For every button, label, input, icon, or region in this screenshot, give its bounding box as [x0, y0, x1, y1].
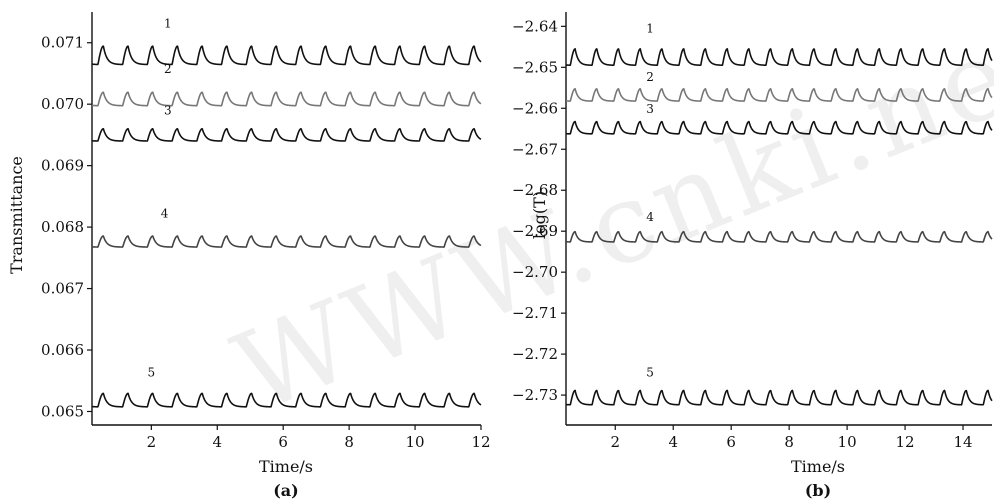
- y-tick-label: 0.068: [41, 218, 84, 236]
- y-tick-label: 0.066: [41, 341, 84, 359]
- x-tick-label: 12: [471, 433, 490, 451]
- x-tick-label: 8: [784, 433, 794, 451]
- x-tick-label: 4: [668, 433, 678, 451]
- series-3-label: 3: [646, 102, 654, 116]
- panel-b-x-axis-title: Time/s: [791, 457, 845, 476]
- y-tick-label: −2.70: [512, 263, 558, 281]
- panel-a-label: (a): [273, 481, 299, 500]
- x-tick-label: 6: [278, 433, 288, 451]
- series-2-label: 2: [164, 62, 172, 76]
- series-2-line: [565, 88, 993, 102]
- panel-a-y-axis-title: Transmittance: [7, 156, 26, 274]
- x-tick-label: 2: [147, 433, 157, 451]
- series-4-label: 4: [161, 206, 169, 220]
- panel-a-x-axis-title: Time/s: [259, 457, 313, 476]
- y-tick-label: 0.071: [41, 34, 84, 52]
- panel-b-y-axis-title: log(T): [530, 191, 549, 239]
- series-5-line: [91, 392, 482, 408]
- y-tick-label: −2.67: [512, 140, 558, 158]
- y-tick-label: −2.72: [512, 345, 558, 363]
- x-tick-label: 10: [838, 433, 857, 451]
- series-1-line: [91, 45, 482, 66]
- series-1-line: [565, 48, 993, 67]
- y-tick-label: −2.71: [512, 304, 558, 322]
- x-tick-label: 4: [212, 433, 222, 451]
- series-3-label: 3: [164, 104, 172, 118]
- series-1-label: 1: [646, 21, 654, 35]
- y-tick-label: −2.69: [512, 222, 558, 240]
- series-4-line: [565, 230, 993, 243]
- y-tick-label: −2.65: [512, 58, 558, 76]
- x-tick-label: 10: [406, 433, 425, 451]
- y-tick-label: −2.66: [512, 99, 558, 117]
- y-tick-label: 0.065: [41, 402, 84, 420]
- series-5-label: 5: [646, 366, 654, 380]
- panel-b: log(T) Time/s (b) −2.64 −2.65 −2.66 −2.67 −2…: [512, 12, 993, 500]
- y-tick-label: 0.070: [41, 95, 84, 113]
- y-tick-label: 0.067: [41, 280, 84, 298]
- x-tick-label: 14: [953, 433, 972, 451]
- series-2-label: 2: [646, 70, 654, 84]
- y-tick-label: −2.68: [512, 181, 558, 199]
- x-tick-label: 12: [896, 433, 915, 451]
- series-4-label: 4: [646, 210, 654, 224]
- y-tick-label: −2.73: [512, 386, 558, 404]
- panel-b-label: (b): [805, 481, 831, 500]
- series-3-line: [565, 120, 993, 135]
- series-1-label: 1: [164, 16, 172, 30]
- x-tick-label: 8: [344, 433, 354, 451]
- series-5-line: [565, 389, 993, 406]
- series-2-line: [91, 91, 482, 107]
- series-4-line: [91, 235, 482, 248]
- y-tick-label: −2.64: [512, 17, 558, 35]
- series-3-line: [91, 127, 482, 142]
- series-5-label: 5: [148, 365, 156, 379]
- x-tick-label: 6: [726, 433, 736, 451]
- x-tick-label: 2: [610, 433, 620, 451]
- y-tick-label: 0.069: [41, 157, 84, 175]
- panel-a: Transmittance Time/s (a) 0.065 0.066 0.067…: [7, 12, 491, 500]
